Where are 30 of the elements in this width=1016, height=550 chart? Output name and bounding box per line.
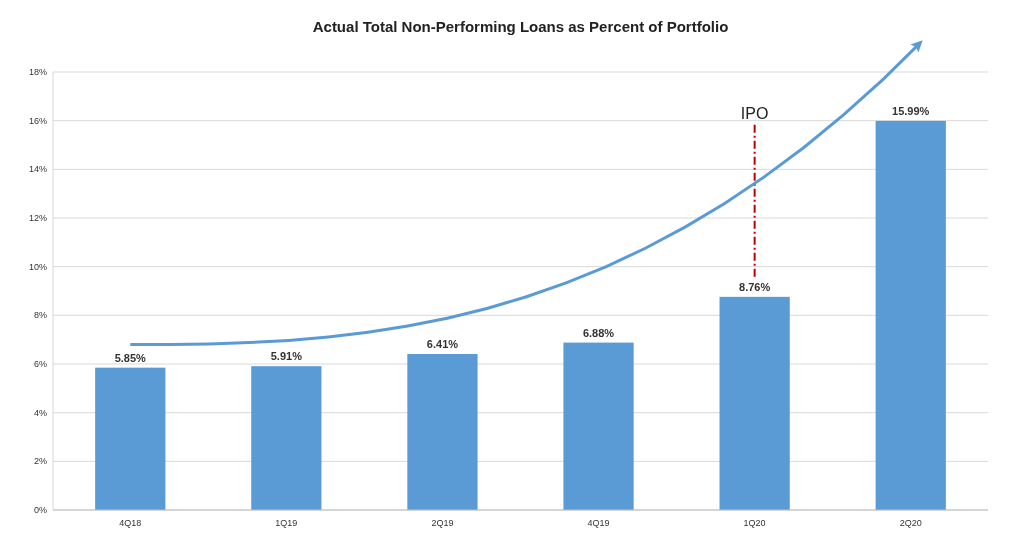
y-tick-label: 4%	[33, 407, 47, 418]
bar	[251, 366, 322, 510]
data-label: 15.99%	[892, 104, 930, 117]
bar	[563, 342, 634, 510]
data-label: 5.91%	[270, 350, 303, 363]
data-label: 8.76%	[739, 280, 771, 293]
y-tick-label: 8%	[33, 310, 47, 321]
y-tick-label: 0%	[33, 505, 47, 515]
data-label: 6.88%	[582, 326, 615, 339]
y-tick-label: 18%	[28, 67, 47, 77]
bar	[719, 296, 790, 510]
bar	[95, 367, 166, 510]
x-tick-label: 4Q18	[119, 518, 142, 528]
data-label: 5.85%	[114, 351, 147, 364]
x-tick-label: 1Q20	[743, 518, 766, 528]
data-label: 6.41%	[426, 338, 459, 351]
y-tick-label: 14%	[28, 164, 47, 175]
chart-title: Actual Total Non-Performing Loans as Percent of Portfolio	[312, 18, 729, 35]
y-tick-label: 16%	[28, 115, 47, 126]
x-tick-label: 2Q19	[431, 518, 454, 528]
ref-line-label: IPO	[740, 104, 769, 122]
y-tick-label: 6%	[33, 359, 47, 369]
y-tick-label: 12%	[28, 213, 47, 223]
x-tick-label: 2Q20	[899, 518, 922, 528]
y-tick-label: 2%	[33, 456, 47, 467]
y-tick-label: 10%	[28, 261, 47, 272]
x-tick-label: 1Q19	[275, 518, 298, 528]
bar	[407, 354, 478, 510]
x-tick-label: 4Q19	[587, 518, 610, 528]
bar	[875, 120, 946, 510]
